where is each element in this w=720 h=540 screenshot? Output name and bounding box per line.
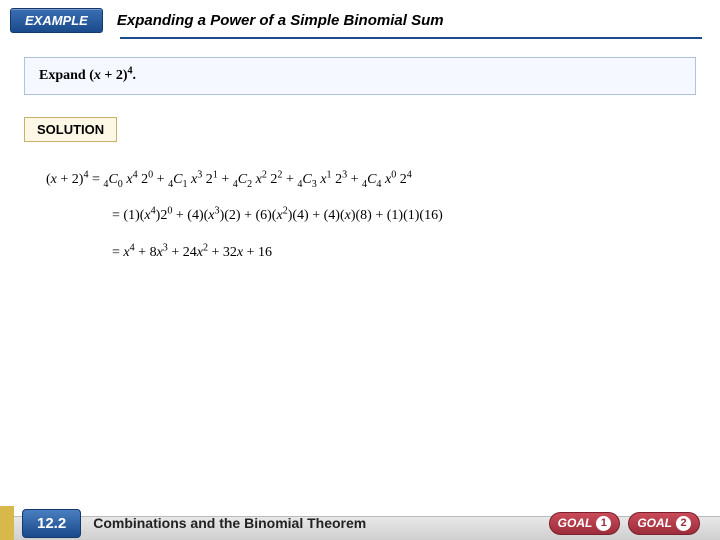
c: C [108, 172, 117, 187]
footer-accent [0, 506, 14, 540]
header-rule [120, 37, 702, 39]
e: 4 [407, 169, 412, 180]
goal-label: GOAL [558, 516, 593, 530]
t: + [309, 208, 324, 223]
header: EXAMPLE Expanding a Power of a Simple Bi… [0, 0, 720, 33]
t: (1)( [123, 208, 144, 223]
problem-box: Expand (x + 2)4. [24, 57, 696, 95]
t: + 32 [208, 245, 237, 260]
t: )(4) [288, 208, 309, 223]
t: + 2) [101, 68, 128, 83]
goal-1-badge[interactable]: GOAL 1 [549, 512, 621, 535]
t: + [241, 208, 256, 223]
goal-label: GOAL [637, 516, 672, 530]
goal-num: 1 [596, 516, 611, 531]
example-badge: EXAMPLE [10, 8, 103, 33]
t: + [153, 172, 168, 187]
section-badge: 12.2 [22, 509, 81, 538]
t: + [218, 172, 233, 187]
solution-work: (x + 2)4 = 4C0 x4 20 + 4C1 x3 21 + 4C2 x… [46, 162, 720, 271]
line-3: = x4 + 8x3 + 24x2 + 32x + 16 [112, 235, 720, 271]
t: + 2) [57, 172, 84, 187]
t: + [347, 172, 362, 187]
t: + 24 [168, 245, 197, 260]
footer: 12.2 Combinations and the Binomial Theor… [0, 506, 720, 540]
t: )2 [156, 208, 168, 223]
t: . [133, 68, 137, 83]
problem-text: Expand (x + 2)4. [39, 68, 136, 83]
t: = [89, 172, 104, 187]
t: + [172, 208, 187, 223]
solution-label: SOLUTION [24, 117, 117, 142]
t: (4)( [187, 208, 208, 223]
t: + [282, 172, 297, 187]
t: = [112, 208, 123, 223]
t: (1)(1)(16) [387, 208, 443, 223]
goal-2-badge[interactable]: GOAL 2 [628, 512, 700, 535]
t: Expand ( [39, 68, 94, 83]
footer-title: Combinations and the Binomial Theorem [93, 515, 548, 531]
goal-num: 2 [676, 516, 691, 531]
page-title: Expanding a Power of a Simple Binomial S… [117, 12, 444, 29]
t: )(8) [351, 208, 372, 223]
line-1: (x + 2)4 = 4C0 x4 20 + 4C1 x3 21 + 4C2 x… [46, 162, 720, 198]
line-2: = (1)(x4)20 + (4)(x3)(2) + (6)(x2)(4) + … [112, 198, 720, 234]
t: 2 [206, 172, 213, 187]
t: (6)( [255, 208, 276, 223]
t: + [372, 208, 387, 223]
c: C [238, 172, 247, 187]
t: + 16 [243, 245, 272, 260]
t: 2 [400, 172, 407, 187]
e: 4 [133, 169, 138, 180]
e: 1 [327, 169, 332, 180]
t: )(2) [220, 208, 241, 223]
t: = [112, 245, 123, 260]
s: 1 [182, 179, 187, 190]
c: C [302, 172, 311, 187]
var: x [94, 68, 101, 83]
t: (4)( [324, 208, 345, 223]
t: + 8 [135, 245, 157, 260]
